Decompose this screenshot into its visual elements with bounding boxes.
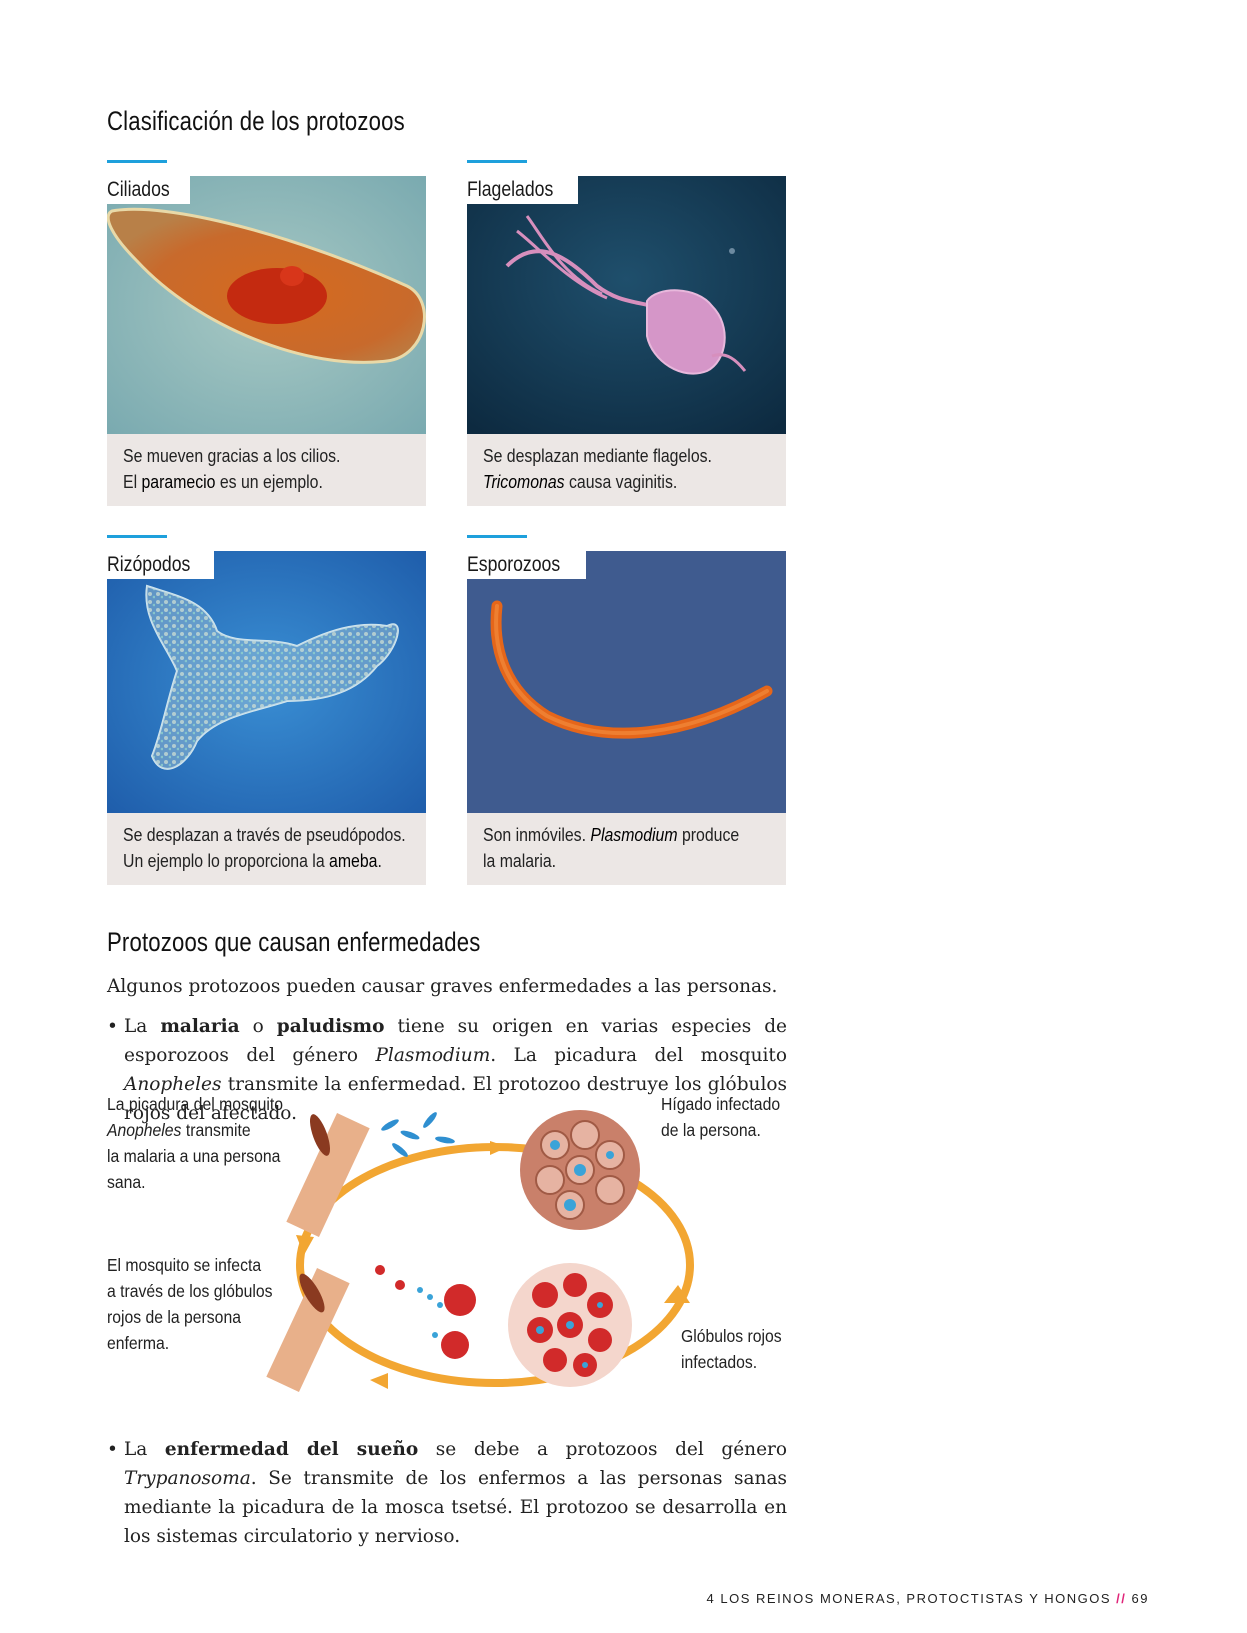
footer-chapter: 4 LOS REINOS MONERAS, PROTOCTISTAS Y HON…	[706, 1591, 1112, 1606]
label-mosquito-infected: El mosquito se infecta a través de los g…	[107, 1252, 272, 1356]
label-line: infectados.	[681, 1352, 758, 1372]
trichomonas-photo	[467, 176, 786, 434]
bullet-dot: •	[107, 1016, 118, 1037]
caption-line-1: Se desplazan mediante flagelos.	[483, 446, 712, 466]
text: . Se transmite de los enfermos a las per…	[124, 1468, 787, 1547]
caption-line-2: El paramecio es un ejemplo.	[123, 472, 323, 493]
card-title-tag: Flagelados	[467, 176, 578, 204]
term: paludismo	[276, 1016, 385, 1037]
label-line: rojos de la persona	[107, 1307, 241, 1327]
plasmodium-photo	[467, 551, 786, 813]
caption-text: causa vaginitis.	[564, 472, 678, 492]
caption-highlight: ameba	[329, 851, 378, 871]
caption-text: Un ejemplo lo proporciona la	[123, 851, 330, 871]
caption-text: es un ejemplo.	[215, 472, 323, 492]
card-caption: Se desplazan a través de pseudópodos. Un…	[107, 813, 426, 885]
genus: Anopheles	[124, 1074, 222, 1095]
caption-highlight: Plasmodium	[590, 825, 678, 845]
text: transmite la enfermedad. El protozoo des…	[124, 1074, 787, 1124]
bullet-text: La malaria o paludismo tiene su origen e…	[107, 1012, 787, 1128]
card-title: Esporozoos	[467, 553, 561, 576]
caption-text: produce	[677, 825, 740, 845]
caption-line-2: la malaria.	[483, 851, 557, 871]
page-footer: 4 LOS REINOS MONERAS, PROTOCTISTAS Y HON…	[707, 1591, 1149, 1606]
label-line: a través de los glóbulos	[107, 1281, 273, 1301]
footer-separator: //	[1116, 1591, 1127, 1606]
card-title-tag: Ciliados	[107, 176, 190, 204]
text: La	[124, 1016, 161, 1037]
text: o	[239, 1016, 277, 1037]
label-line: El mosquito se infecta	[107, 1255, 262, 1275]
paramecium-photo	[107, 176, 426, 434]
accent-bar	[107, 535, 167, 538]
genus: Trypanosoma	[124, 1468, 251, 1489]
page-number: 69	[1131, 1591, 1149, 1606]
caption-text: .	[377, 851, 382, 871]
caption-line-1: Se mueven gracias a los cilios.	[123, 446, 341, 466]
card-title: Flagelados	[467, 178, 554, 201]
text: La	[124, 1439, 165, 1460]
term: enfermedad del sueño	[164, 1439, 419, 1460]
label-liver: Hígado infectado de la persona.	[661, 1091, 780, 1143]
label-line: sana.	[107, 1172, 146, 1192]
bullet-dot: •	[107, 1439, 118, 1460]
caption-highlight: paramecio	[141, 472, 216, 492]
card-title-tag: Esporozoos	[467, 551, 586, 579]
intro-paragraph: Algunos protozoos pueden causar graves e…	[107, 976, 778, 997]
label-line: Anopheles transmite	[107, 1117, 283, 1143]
card-title-tag: Rizópodos	[107, 551, 215, 579]
accent-bar	[107, 160, 167, 163]
caption-text: El	[123, 472, 142, 492]
bullet-sleeping-sickness: • La enfermedad del sueño se debe a prot…	[107, 1435, 787, 1551]
caption-line-1: Se desplazan a través de pseudópodos.	[123, 825, 406, 845]
term: malaria	[160, 1016, 240, 1037]
card-caption: Se mueven gracias a los cilios. El param…	[107, 434, 426, 506]
malaria-cycle-diagram	[260, 1105, 720, 1415]
text: transmite	[181, 1120, 251, 1140]
label-line: Glóbulos rojos	[681, 1326, 782, 1346]
caption-line-1: Son inmóviles. Plasmodium produce	[483, 825, 739, 846]
bullet-text: La enfermedad del sueño se debe a protoz…	[107, 1435, 787, 1551]
caption-line-2: Tricomonas causa vaginitis.	[483, 472, 677, 493]
accent-bar	[467, 535, 527, 538]
accent-bar	[467, 160, 527, 163]
amoeba-photo	[107, 551, 426, 813]
label-red-cells: Glóbulos rojos infectados.	[681, 1323, 782, 1375]
caption-text: Son inmóviles.	[483, 825, 591, 845]
card-title: Ciliados	[107, 178, 170, 201]
section-title-diseases: Protozoos que causan enfermedades	[107, 927, 481, 957]
caption-highlight: Tricomonas	[483, 472, 565, 492]
label-line: Hígado infectado	[661, 1094, 781, 1114]
label-line: de la persona.	[661, 1120, 761, 1140]
caption-line-2: Un ejemplo lo proporciona la ameba.	[123, 851, 382, 872]
card-title: Rizópodos	[107, 553, 191, 576]
bullet-malaria: • La malaria o paludismo tiene su origen…	[107, 1012, 787, 1128]
label-line: La picadura del mosquito	[107, 1094, 283, 1114]
label-line: la malaria a una persona	[107, 1146, 281, 1166]
card-caption: Se desplazan mediante flagelos. Tricomon…	[467, 434, 786, 506]
genus: Plasmodium	[375, 1045, 491, 1066]
text: . La picadura del mosquito	[490, 1045, 787, 1066]
text: se debe a protozoos del género	[418, 1439, 787, 1460]
card-caption: Son inmóviles. Plasmodium produce la mal…	[467, 813, 786, 885]
genus: Anopheles	[107, 1120, 182, 1140]
section-title-classification: Clasificación de los protozoos	[107, 106, 405, 136]
text: tiene su origen en varias especies de es…	[124, 1016, 787, 1066]
label-mosquito-bite: La picadura del mosquito Anopheles trans…	[107, 1091, 283, 1195]
label-line: enferma.	[107, 1333, 170, 1353]
